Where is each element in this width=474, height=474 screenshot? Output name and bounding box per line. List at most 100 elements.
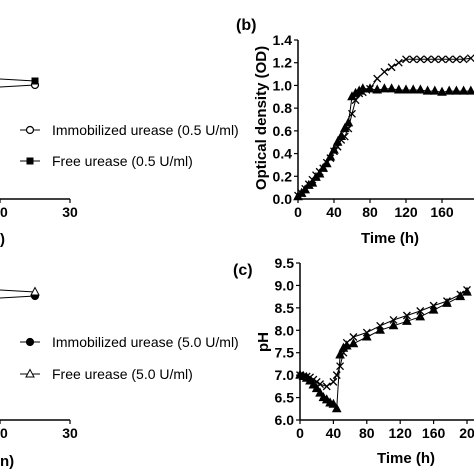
panel-c-series-1-point xyxy=(361,331,372,341)
panel-b-series-0-point xyxy=(452,55,461,64)
panel-b-series-1-point xyxy=(379,83,390,93)
panel-b-series-1-point-shape xyxy=(365,83,375,93)
panel-b-tag: (b) xyxy=(236,17,256,34)
panel-b-series-1-point-shape xyxy=(307,177,318,187)
panel-b-y-tick-label: 0.4 xyxy=(273,146,293,162)
panel-b-series-1-point xyxy=(343,117,354,127)
panel-b-series-1-line xyxy=(297,88,471,198)
panel-a-bottom-legend-label: Free urease (5.0 U/ml) xyxy=(52,366,193,382)
panel-c-series-0-point-stroke-b xyxy=(389,316,398,324)
panel-c-series-1-point-shape xyxy=(335,349,345,359)
panel-b-series-1-point xyxy=(458,85,469,95)
panel-c-series-1-point-shape xyxy=(428,304,439,314)
panel-c-series-0-point xyxy=(402,311,411,320)
panel-c-y-axis-label: pH xyxy=(255,332,272,352)
panel-c-tag: (c) xyxy=(233,262,253,279)
panel-c-y-tick-label: 6.5 xyxy=(275,390,295,406)
panel-b-series-1-point-shape xyxy=(329,144,339,154)
panel-c-series-1-point-shape xyxy=(415,311,426,321)
panel-b-series-1-point-shape xyxy=(336,130,347,141)
panel-b-series-1-point xyxy=(318,162,329,172)
panel-b-series-1-point xyxy=(339,123,350,133)
panel-b-series-0-point-stroke-b xyxy=(373,74,382,83)
panel-b-series-1-point-shape xyxy=(415,84,426,94)
panel-b-series-0-point-stroke-b xyxy=(380,67,389,76)
panel-b-series-1-point-shape xyxy=(357,83,368,93)
panel-b-x-tick-label: 120 xyxy=(394,204,418,220)
panel-c-x-tick-label: 20 xyxy=(459,425,474,441)
panel-a-top-legend-marker-shape xyxy=(25,125,35,135)
panel-b-series-1-point-shape xyxy=(437,86,447,96)
panel-b-series-1-point xyxy=(393,84,404,94)
panel-b-series-1-point xyxy=(314,168,325,178)
panel-b-series-0-point xyxy=(394,58,403,67)
panel-b-series-0-point-stroke-b xyxy=(416,55,425,64)
panel-c-series-0-point xyxy=(389,316,398,324)
panel-b-y-tick-label: 0.2 xyxy=(273,168,293,184)
panel-c-x-axis-label: Time (h) xyxy=(377,450,435,467)
panel-c-series-1-point xyxy=(428,304,439,314)
panel-c-series-1-point-shape xyxy=(311,383,322,393)
panel-b-series-1-point xyxy=(329,144,339,154)
panel-b-series-1-point xyxy=(336,130,347,141)
panel-c-x-tick-label: 40 xyxy=(326,425,342,441)
panel-b-series-0-point-stroke-b xyxy=(394,58,403,67)
panel-b-series-1-point-shape xyxy=(300,184,311,194)
panel-c-series-0-point xyxy=(349,333,358,341)
panel-c-series-1-point xyxy=(315,387,325,397)
panel-c-series-1-line xyxy=(299,291,468,411)
panel-b-series-1-point xyxy=(437,86,447,96)
panel-b-series-1-point xyxy=(422,85,433,95)
panel-c-series-1-point xyxy=(375,324,385,334)
panel-a-top-legend-marker xyxy=(26,157,34,165)
panel-b-series-1-point xyxy=(465,85,474,95)
panel-b-series-0-point xyxy=(459,55,468,64)
panel-c-series-1-point-shape xyxy=(455,291,466,301)
panel-b-series-0-point-stroke-b xyxy=(459,55,468,64)
panel-b-series-1-point-shape xyxy=(343,117,354,127)
panel-b-series-1-point-shape xyxy=(465,85,474,95)
panel-c-series-1-point-shape xyxy=(315,387,325,397)
panel-c-y-tick-label: 9.5 xyxy=(275,255,295,271)
panel-c-series-1-point xyxy=(455,291,466,301)
panel-c-y-tick-label: 8.5 xyxy=(275,300,295,316)
panel-c-series-0-point-stroke-b xyxy=(336,362,345,371)
panel-c-series-1-point xyxy=(348,338,359,348)
panel-c-series-1-point xyxy=(335,349,345,359)
panel-b-series-1-point xyxy=(372,84,383,94)
panel-b-series-0-point xyxy=(466,54,474,63)
panel-b-series-0-point xyxy=(423,55,432,64)
panel-b-y-axis-label: Optical density (OD) xyxy=(253,46,270,190)
panel-c-series-1-point-shape xyxy=(348,338,359,348)
panel-a-top-series-1-point xyxy=(31,77,39,85)
panel-c-series-0-point-stroke-b xyxy=(416,307,425,315)
panel-c-series-1-point xyxy=(402,315,412,325)
panel-b-series-1-point-shape xyxy=(429,85,440,95)
panel-c-series-1-point-shape xyxy=(328,398,339,408)
panel-c-y-tick-label: 6.0 xyxy=(275,412,295,428)
panel-b-series-0-point xyxy=(380,67,389,76)
panel-c-series-1-point xyxy=(462,286,472,296)
panel-b-series-0-point-stroke-b xyxy=(430,55,439,64)
panel-c-series-0-point-stroke-b xyxy=(349,333,358,341)
panel-a-bottom-x-tick-label: 20 xyxy=(0,425,8,441)
panel-b-series-1-point xyxy=(307,177,318,187)
panel-a-bottom-legend-marker xyxy=(25,337,35,347)
panel-a-bottom-legend-label: Immobilized urease (5.0 U/ml) xyxy=(52,334,239,350)
panel-b-series-0-point-stroke-b xyxy=(409,55,418,64)
panel-a-bottom-legend-marker xyxy=(25,368,35,378)
panel-b-y-tick-label: 1.2 xyxy=(273,55,293,71)
panel-b-series-1-point-shape xyxy=(321,158,332,168)
panel-b-series-1-point xyxy=(415,84,426,94)
panel-b-x-tick-label: 160 xyxy=(430,204,454,220)
panel-b-series-1-point-shape xyxy=(318,162,329,172)
panel-b-series-1-point-shape xyxy=(332,136,343,146)
panel-a-top-x-tick-label: 20 xyxy=(0,204,8,220)
panel-b-y-tick-label: 0.8 xyxy=(273,100,293,116)
panel-c-x-tick-label: 160 xyxy=(422,425,446,441)
panel-a-top-x-axis-label-fragment: ) xyxy=(0,231,5,248)
panel-c-series-1-point xyxy=(442,297,452,307)
panel-b-series-1-point xyxy=(401,84,411,94)
panel-a-bottom-x-axis-label-fragment: n) xyxy=(0,453,14,470)
panel-b-series-1-point-shape xyxy=(451,85,462,95)
